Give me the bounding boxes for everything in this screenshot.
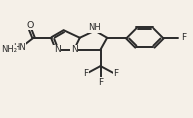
Text: N: N: [54, 45, 60, 54]
Text: F: F: [181, 33, 186, 42]
Text: F: F: [98, 78, 103, 86]
Text: O: O: [27, 21, 34, 30]
Text: NH₂: NH₂: [1, 45, 17, 54]
Text: NH: NH: [88, 23, 101, 32]
Text: N: N: [71, 45, 77, 54]
Text: HN: HN: [13, 43, 26, 52]
Text: F: F: [113, 69, 118, 78]
Text: F: F: [83, 69, 88, 78]
